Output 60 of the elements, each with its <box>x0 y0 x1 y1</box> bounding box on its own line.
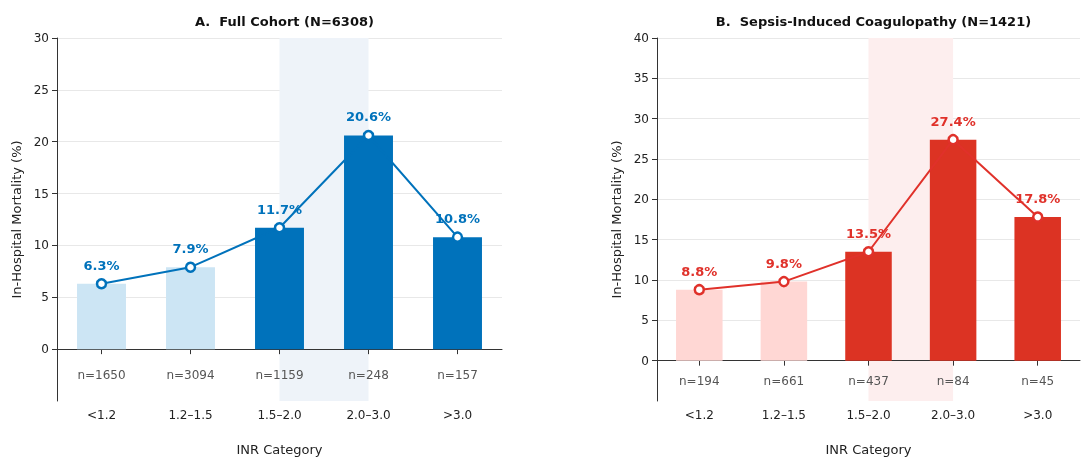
chart-title: A. Full Cohort (N=6308) <box>195 14 374 29</box>
data-label: 17.8% <box>1015 191 1061 207</box>
x-tick-label: 1.5–2.0 <box>257 408 302 422</box>
point <box>95 278 108 290</box>
data-label: 6.3% <box>83 257 120 273</box>
y-tick-label: 5 <box>41 290 49 305</box>
x-tick-label: <1.2 <box>86 408 117 422</box>
x-tick-label: 2.0–3.0 <box>931 408 976 422</box>
annotation: n=661 <box>763 373 805 388</box>
x-axis-title: INR Category <box>236 442 323 457</box>
annotation: n=45 <box>1021 373 1055 388</box>
bar <box>760 281 808 361</box>
annotation: n=1159 <box>255 368 304 383</box>
point <box>184 261 197 273</box>
x-tick-label: >3.0 <box>1023 408 1053 422</box>
data-label: 9.8% <box>765 255 802 271</box>
y-tick-label: 25 <box>633 152 649 166</box>
bar <box>77 283 126 350</box>
y-tick-label: 10 <box>33 238 49 253</box>
y-tick-label: 5 <box>641 313 649 328</box>
y-tick-label: 40 <box>633 31 649 45</box>
x-tick-label: 1.5–2.0 <box>846 408 891 422</box>
x-tick-label: 1.2–1.5 <box>761 408 806 422</box>
x-tick-label: <1.2 <box>684 408 714 422</box>
y-tick-label: 20 <box>633 192 649 207</box>
data-label: 8.8% <box>681 263 718 279</box>
y-tick-label: 30 <box>633 111 649 126</box>
annotation: n=1650 <box>77 368 126 383</box>
annotation: n=84 <box>936 373 970 388</box>
annotation: n=437 <box>848 373 889 388</box>
y-tick-label: 15 <box>633 232 649 247</box>
y-tick-label: 10 <box>633 273 649 287</box>
data-label: 27.4% <box>930 113 976 129</box>
bar <box>676 289 723 361</box>
y-tick-label: 35 <box>633 71 649 86</box>
x-tick-label: 2.0–3.0 <box>346 408 391 422</box>
point <box>862 246 875 258</box>
x-tick-label: >3.0 <box>442 408 473 422</box>
y-axis-title: In-Hospital Mortality (%) <box>8 140 24 299</box>
point <box>1031 211 1044 223</box>
y-tick-label: 15 <box>33 186 49 201</box>
data-label: 7.9% <box>172 241 209 257</box>
annotation: n=194 <box>679 373 720 388</box>
point <box>947 133 959 146</box>
x-tick-label: 1.2–1.5 <box>168 408 213 422</box>
chart-title: B. Sepsis-Induced Coagulopathy (N=1421) <box>715 14 1032 29</box>
x-axis-title: INR Category <box>825 442 912 457</box>
data-label: 20.6% <box>345 109 392 125</box>
y-tick-label: 20 <box>33 134 49 149</box>
point <box>778 275 790 288</box>
y-tick-label: 0 <box>41 342 49 357</box>
annotation: n=248 <box>348 368 389 383</box>
annotation: n=3094 <box>166 368 215 383</box>
point <box>693 283 706 296</box>
y-axis-title: In-Hospital Mortality (%) <box>608 140 624 299</box>
annotation: n=157 <box>437 368 478 383</box>
y-tick-label: 30 <box>33 31 49 45</box>
y-tick-label: 25 <box>33 82 49 97</box>
bar <box>166 267 215 350</box>
y-tick-label: 0 <box>641 353 649 368</box>
